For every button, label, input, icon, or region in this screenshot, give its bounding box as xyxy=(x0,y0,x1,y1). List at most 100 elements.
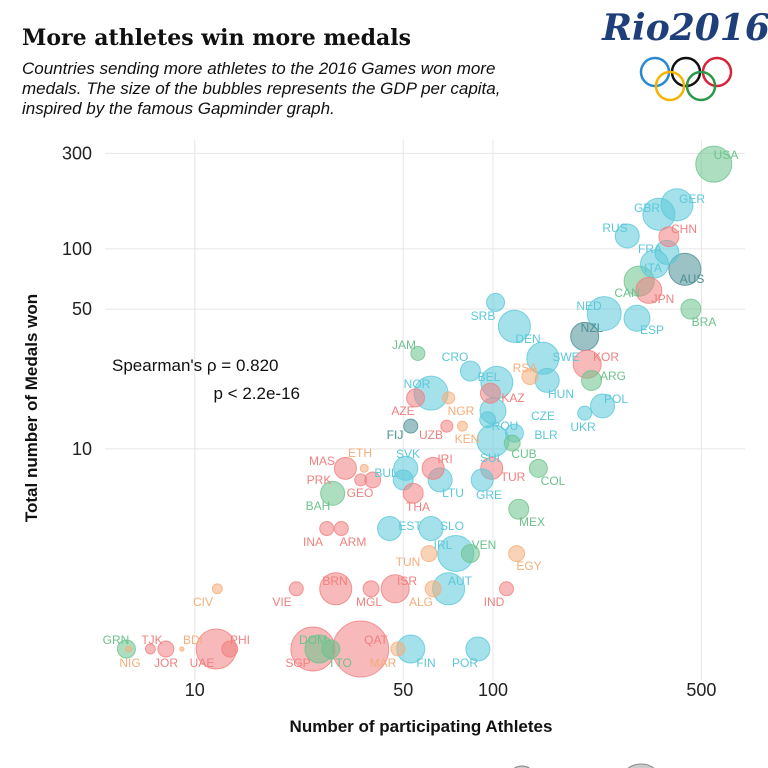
bubble xyxy=(577,405,593,421)
point-label: NOR xyxy=(404,377,431,391)
point-label: ROU xyxy=(492,419,519,433)
point-label: MEX xyxy=(519,515,545,529)
bubble xyxy=(157,640,175,658)
bubble xyxy=(440,419,454,433)
point-label: DOM xyxy=(299,633,327,647)
point-label: THA xyxy=(406,500,430,514)
y-tick-label: 10 xyxy=(72,439,92,459)
bubble xyxy=(508,545,526,563)
bubble xyxy=(421,456,445,480)
point-label: RUS xyxy=(602,221,627,235)
bubble xyxy=(179,646,185,652)
point-label: FRA xyxy=(638,242,662,256)
point-label: CUB xyxy=(511,447,536,461)
bubble xyxy=(614,223,640,249)
point-label: LTU xyxy=(442,486,464,500)
point-label: MAS xyxy=(309,454,335,468)
annotation: p < 2.2e-16 xyxy=(214,384,301,403)
point-label: USA xyxy=(714,148,739,162)
point-label: NED xyxy=(576,299,602,313)
bubble xyxy=(406,388,426,408)
logo: Rio2016 xyxy=(601,7,768,102)
bubble xyxy=(459,360,481,382)
subtitle: Countries sending more athletes to the 2… xyxy=(22,59,495,78)
point-label: SVK xyxy=(396,447,420,461)
subtitle: medals. The size of the bubbles represen… xyxy=(22,79,500,98)
point-label: NZL xyxy=(581,321,604,335)
point-label: SGP xyxy=(285,656,310,670)
point-label: ETH xyxy=(348,446,372,460)
point-label: ALG xyxy=(409,595,433,609)
point-label: POL xyxy=(604,392,628,406)
y-tick-label: 100 xyxy=(62,239,92,259)
point-label: UAE xyxy=(190,656,215,670)
point-label: TJK xyxy=(141,633,162,647)
y-axis-label: Total number of Medals won xyxy=(22,294,41,522)
point-label: JPN xyxy=(652,292,675,306)
point-label: BDI xyxy=(183,633,203,647)
point-label: TUN xyxy=(396,555,421,569)
point-label: INA xyxy=(303,535,323,549)
bubble xyxy=(362,580,380,598)
bubble xyxy=(498,581,514,597)
x-tick-label: 500 xyxy=(686,680,716,700)
bubble xyxy=(460,544,480,564)
bubble xyxy=(497,309,531,343)
point-label: EST xyxy=(398,519,422,533)
bubble xyxy=(479,411,497,429)
point-label: UKR xyxy=(570,420,596,434)
bubble xyxy=(479,382,501,404)
point-label: POR xyxy=(452,656,478,670)
bubble xyxy=(486,292,506,312)
point-label: IRI xyxy=(437,452,452,466)
point-label: QAT xyxy=(364,633,388,647)
bubble xyxy=(377,516,403,542)
chart-title: More athletes win more medals xyxy=(22,25,411,51)
point-label: KEN xyxy=(455,432,480,446)
subtitle: inspired by the famous Gapminder graph. xyxy=(22,99,335,118)
point-label: GEO xyxy=(347,486,374,500)
point-label: AUT xyxy=(448,574,473,588)
point-label: CAN xyxy=(614,286,639,300)
point-label: BLR xyxy=(534,428,558,442)
bubble xyxy=(125,645,133,653)
point-label: VEN xyxy=(472,538,497,552)
bubble xyxy=(420,545,438,563)
point-label: SWE xyxy=(552,350,579,364)
x-tick-label: 50 xyxy=(393,680,413,700)
bubble xyxy=(590,393,616,419)
bubble xyxy=(410,345,426,361)
point-label: MGL xyxy=(356,595,382,609)
y-tick-label: 50 xyxy=(72,299,92,319)
bubble xyxy=(457,420,468,432)
bubble xyxy=(321,639,341,659)
bubble xyxy=(623,304,651,332)
bubble xyxy=(581,369,602,391)
bubble xyxy=(211,583,223,595)
point-label: TUR xyxy=(501,470,526,484)
bubble xyxy=(380,574,410,604)
bubble xyxy=(359,463,369,473)
point-label: KAZ xyxy=(501,391,524,405)
annotation: Spearman's ρ = 0.820 xyxy=(112,356,279,375)
point-label: FIJ xyxy=(387,428,404,442)
point-label: IND xyxy=(484,595,505,609)
bubble xyxy=(320,480,346,506)
point-label: CHN xyxy=(671,222,697,236)
x-tick-label: 10 xyxy=(185,680,205,700)
point-label: BRN xyxy=(322,574,347,588)
x-tick-label: 100 xyxy=(478,680,508,700)
point-label: SRB xyxy=(471,309,496,323)
point-label: NGR xyxy=(448,404,475,418)
point-label: COL xyxy=(541,474,566,488)
point-label: GBR xyxy=(634,201,660,215)
bubble xyxy=(144,643,156,655)
bubble xyxy=(221,640,239,658)
point-label: ARG xyxy=(600,369,626,383)
bubble xyxy=(465,636,491,662)
point-label: ESP xyxy=(640,323,664,337)
bubble xyxy=(390,641,406,657)
point-label: MAR xyxy=(370,656,397,670)
point-label: CIV xyxy=(193,595,213,609)
